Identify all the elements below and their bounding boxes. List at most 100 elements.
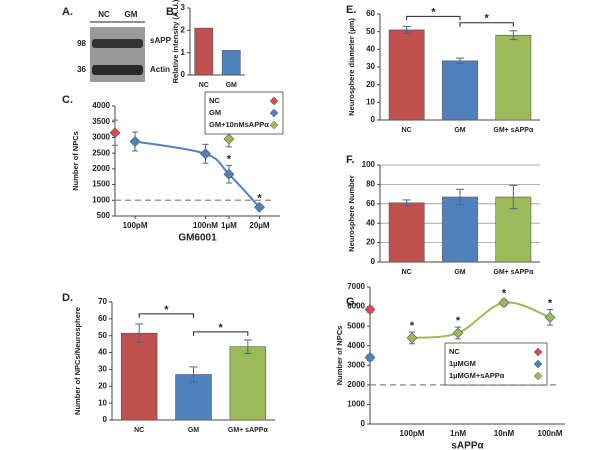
significance-label: * — [410, 320, 415, 332]
y-axis-label: Number of NPCs — [71, 131, 80, 191]
x-tick-label: 100nM — [538, 429, 563, 438]
legend-label: GM+10nMsAPPα — [209, 120, 269, 129]
series-line — [411, 301, 551, 339]
band — [92, 39, 143, 48]
y-tick-label: 20 — [366, 80, 375, 89]
x-tick-label: NC — [134, 427, 144, 434]
legend-marker — [533, 371, 543, 381]
band — [92, 65, 143, 75]
y-tick-label: 1000 — [92, 195, 110, 204]
bar — [388, 29, 425, 121]
legend-label: 1µMGM — [449, 359, 476, 368]
significance-label: * — [431, 6, 436, 18]
x-tick-label: 1µM — [221, 221, 237, 230]
y-axis-label: Relative intensity (A.U.) — [171, 0, 180, 83]
x-tick-label: GM — [454, 127, 465, 134]
y-tick-label: 30 — [366, 62, 375, 71]
y-tick-label: 3 — [181, 3, 186, 12]
band-label: sAPP — [150, 36, 172, 45]
bar — [120, 332, 158, 421]
marker-label: 98 — [77, 39, 86, 48]
y-tick-label: 0 — [361, 419, 366, 428]
y-tick-label: 1000 — [347, 400, 365, 409]
lane-label: GM — [125, 10, 138, 19]
y-axis-label: Number of NPCs/Neurosphere — [73, 307, 82, 415]
y-tick-label: 4000 — [347, 341, 365, 350]
y-tick-label: 0 — [371, 115, 376, 124]
legend-label: NC — [449, 347, 460, 356]
y-tick-label: 100 — [362, 160, 376, 169]
y-tick-label: 6000 — [347, 302, 365, 311]
panel-label: G. — [346, 296, 358, 308]
y-tick-label: 70 — [98, 297, 107, 306]
panel-label: D. — [62, 292, 73, 304]
y-axis-label: Number of NPCs — [335, 326, 344, 386]
y-tick-label: 1 — [181, 48, 186, 57]
x-tick-label: GM — [454, 269, 465, 276]
y-tick-label: 0 — [103, 415, 108, 424]
x-tick-label: NC — [402, 127, 412, 134]
significance-label: * — [164, 304, 169, 316]
y-tick-label: 50 — [366, 27, 375, 36]
x-tick-label: NC — [402, 269, 412, 276]
y-tick-label: 5000 — [347, 321, 365, 330]
y-tick-label: 60 — [366, 9, 375, 18]
band-label: Actin — [150, 65, 170, 74]
panel-label: A. — [62, 6, 73, 18]
significance-bracket — [406, 15, 461, 21]
data-point — [452, 327, 464, 339]
legend-box — [444, 342, 548, 386]
data-point — [254, 201, 265, 213]
bar — [495, 34, 532, 121]
bar — [388, 202, 425, 263]
legend-marker — [269, 96, 279, 106]
x-axis-label: GM6001 — [178, 233, 217, 244]
y-tick-label: 0 — [181, 70, 186, 79]
significance-label: * — [548, 297, 553, 309]
data-point — [498, 297, 510, 309]
legend-label: 1µMGM+sAPPα — [449, 371, 505, 380]
y-tick-label: 3000 — [347, 360, 365, 369]
bar — [442, 60, 478, 121]
bar — [194, 27, 214, 76]
y-tick-label: 20 — [98, 381, 107, 390]
data-point — [223, 168, 235, 180]
y-tick-label: 40 — [366, 44, 375, 53]
y-tick-label: 2000 — [347, 380, 365, 389]
y-tick-label: 60 — [366, 199, 375, 208]
significance-label: * — [219, 322, 224, 334]
y-tick-label: 20 — [366, 238, 375, 247]
x-tick-label: 10nM — [494, 429, 515, 438]
significance-bracket — [193, 331, 249, 336]
y-tick-label: 50 — [98, 331, 107, 340]
marker-label: 36 — [77, 65, 86, 74]
y-tick-label: 2500 — [92, 148, 110, 157]
data-point — [364, 352, 376, 363]
data-point — [406, 332, 418, 344]
y-tick-label: 40 — [98, 348, 107, 357]
data-point — [200, 148, 211, 160]
significance-label: * — [485, 13, 490, 25]
y-tick-label: 0 — [371, 257, 376, 266]
y-tick-label: 500 — [97, 211, 111, 220]
x-axis-label: sAPPα — [451, 441, 484, 450]
data-point — [364, 304, 376, 315]
significance-bracket — [138, 313, 194, 318]
significance-label: * — [227, 153, 232, 165]
y-axis-label: Neurosphere diameter (µm) — [347, 18, 356, 116]
panel-label: B. — [166, 6, 177, 18]
legend-label: GM — [209, 108, 221, 117]
x-tick-label: GM+ sAPPα — [493, 127, 534, 134]
x-tick-label: 100pM — [400, 429, 425, 438]
series-line — [134, 140, 261, 208]
x-tick-label: 100nM — [193, 221, 218, 230]
x-tick-label: NC — [199, 82, 209, 89]
y-tick-label: 3500 — [92, 117, 110, 126]
data-point — [544, 311, 556, 323]
y-axis-label: Neurosphere Number — [347, 175, 356, 252]
y-tick-label: 10 — [98, 398, 107, 407]
legend-marker — [269, 120, 279, 130]
legend-label: NC — [209, 96, 220, 105]
legend-marker — [533, 359, 543, 369]
data-point — [109, 127, 121, 139]
